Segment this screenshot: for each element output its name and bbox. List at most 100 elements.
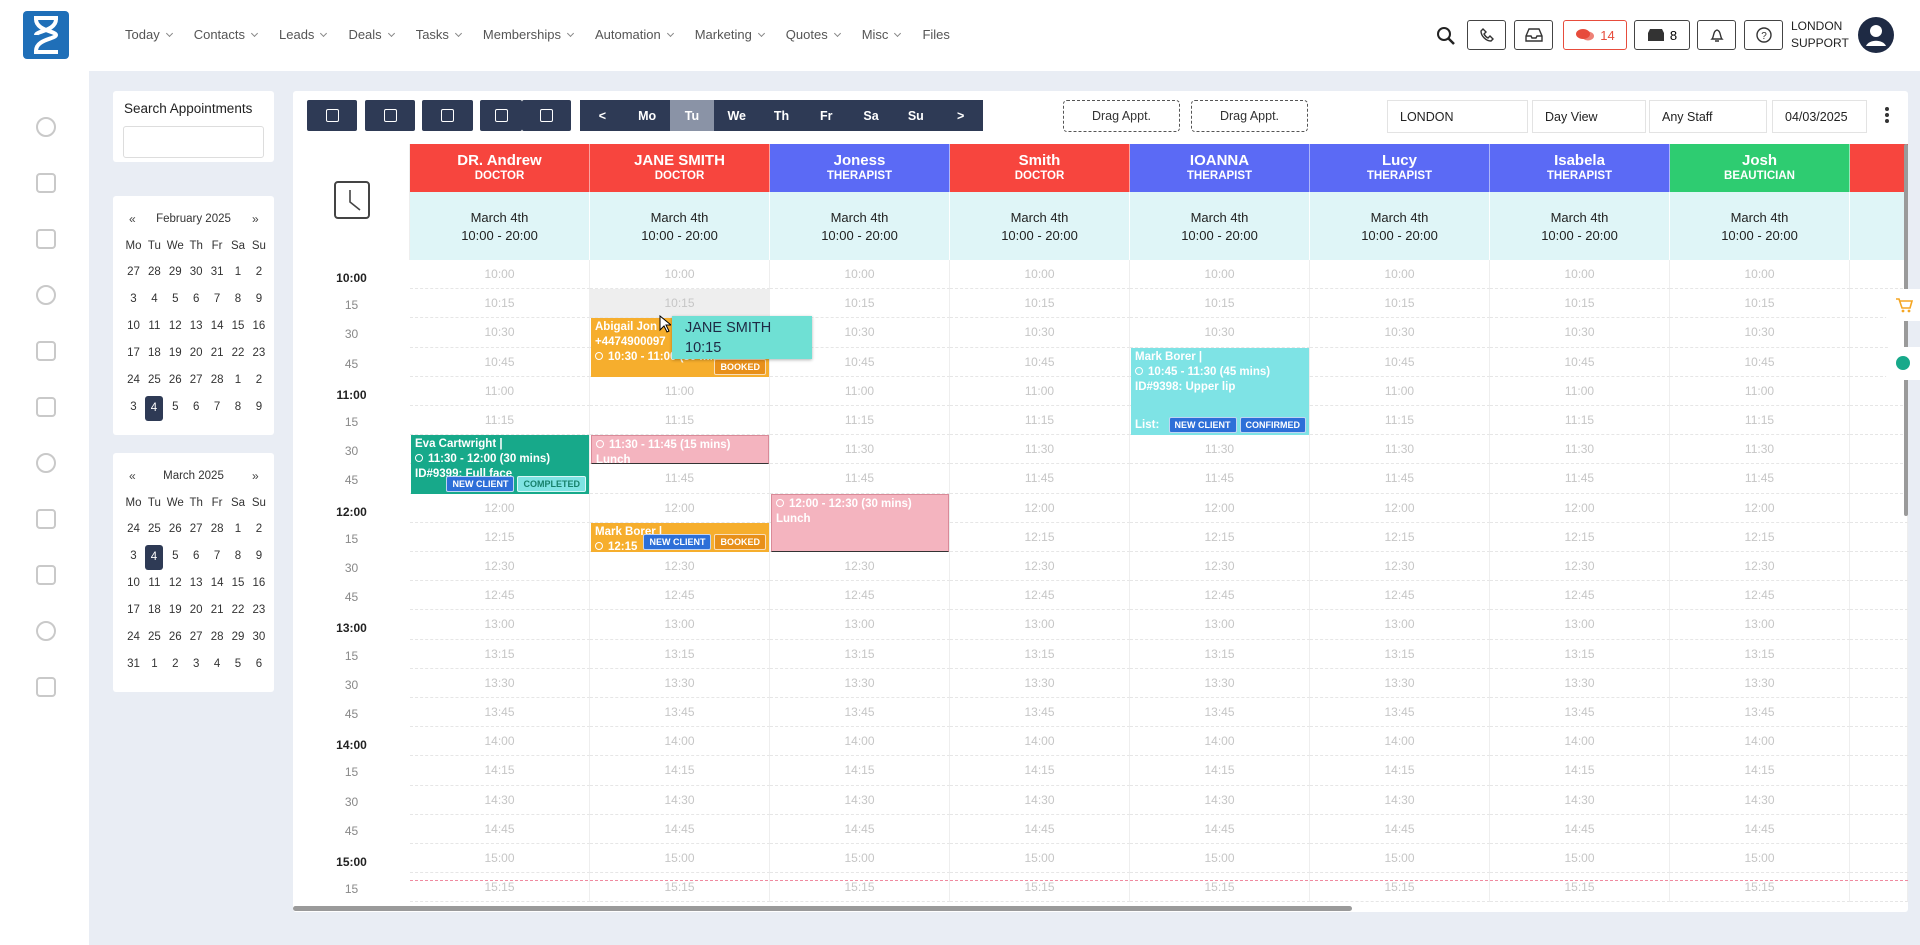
slot-cell[interactable]: 11:15 (1310, 406, 1490, 436)
staff-header[interactable]: Joness THERAPIST (770, 144, 950, 192)
filter-location[interactable]: LONDON (1387, 100, 1528, 133)
cal-day[interactable]: 25 (147, 374, 161, 386)
toolbar-button[interactable] (480, 100, 522, 131)
slot-cell[interactable]: 13:30 (1310, 668, 1490, 698)
slot-cell[interactable]: 13:00 (770, 610, 950, 640)
slot-cell[interactable]: 15:15 (950, 873, 1130, 903)
slot-cell[interactable]: 10:15 (1310, 289, 1490, 319)
slot-cell[interactable]: 13:45 (1310, 698, 1490, 728)
cal-day[interactable]: 6 (192, 401, 200, 413)
cal-day[interactable]: 28 (210, 523, 224, 535)
nav-item[interactable]: Leads (279, 27, 326, 42)
cal-day[interactable]: 1 (234, 523, 242, 535)
logo[interactable] (22, 10, 70, 60)
slot-cell[interactable]: 10:45 (410, 347, 590, 377)
slot-cell[interactable]: 11:00 (1310, 376, 1490, 406)
help-button[interactable]: ? (1744, 20, 1783, 50)
cal-day[interactable]: 3 (130, 293, 137, 305)
slot-cell[interactable]: 13:45 (770, 698, 950, 728)
slot-cell[interactable]: 12:30 (950, 552, 1130, 582)
slot-cell[interactable]: 12:15 (1310, 522, 1490, 552)
day-button[interactable]: Mo (638, 108, 657, 123)
staff-header[interactable]: Isabela THERAPIST (1490, 144, 1670, 192)
cal-day[interactable]: 27 (127, 266, 140, 278)
h-scrollbar[interactable] (293, 906, 1352, 911)
cal-day[interactable]: 4 (144, 396, 163, 421)
slot-cell[interactable]: 15:15 (590, 873, 770, 903)
sidebar-icon[interactable] (36, 453, 56, 473)
slot-cell[interactable]: 11:00 (1670, 376, 1850, 406)
day-button[interactable]: Th (773, 108, 790, 123)
slot-cell[interactable]: 13:45 (590, 698, 770, 728)
cal-day[interactable]: 10 (127, 320, 140, 332)
slot-cell[interactable]: 14:30 (590, 785, 770, 815)
cal-day[interactable]: 15 (231, 577, 245, 589)
cal-day[interactable]: 21 (210, 604, 224, 616)
slot-cell[interactable]: 14:00 (1310, 727, 1490, 757)
slot-cell[interactable]: 13:30 (590, 668, 770, 698)
slot-cell[interactable]: 15:00 (590, 844, 770, 874)
slot-cell[interactable]: 12:30 (410, 552, 590, 582)
cal-day[interactable]: 18 (147, 604, 161, 616)
slot-cell[interactable]: 14:00 (1490, 727, 1670, 757)
slot-cell[interactable]: 12:30 (770, 552, 950, 582)
day-button[interactable]: We (727, 108, 746, 123)
chat-button[interactable]: 14 (1563, 20, 1627, 50)
cal-prev[interactable]: « (129, 469, 136, 483)
slot-cell[interactable]: 10:45 (770, 347, 950, 377)
slot-cell[interactable]: 14:15 (1490, 756, 1670, 786)
slot-cell[interactable]: 12:00 (950, 493, 1130, 523)
slot-cell[interactable]: 11:45 (590, 464, 770, 494)
slot-cell[interactable]: 12:45 (770, 581, 950, 611)
slot-cell[interactable]: 12:45 (950, 581, 1130, 611)
slot-cell[interactable]: 12:45 (410, 581, 590, 611)
search-icon[interactable] (1436, 26, 1456, 46)
filter-view[interactable]: Day View (1532, 100, 1646, 133)
nav-item[interactable]: Contacts (194, 27, 257, 42)
slot-cell[interactable]: 12:15 (1130, 522, 1310, 552)
slot-cell[interactable]: 13:45 (1490, 698, 1670, 728)
appointment[interactable]: Eva Cartwright | 11:30 - 12:00 (30 mins) I… (411, 435, 589, 494)
slot-cell[interactable]: 13:00 (1490, 610, 1670, 640)
slot-cell[interactable]: 11:30 (950, 435, 1130, 465)
slot-cell[interactable]: 11:30 (1490, 435, 1670, 465)
slot-cell[interactable]: 13:15 (1490, 639, 1670, 669)
slot-cell[interactable]: 15:15 (1670, 873, 1850, 903)
sidebar-icon[interactable] (36, 341, 56, 361)
nav-item[interactable]: Deals (348, 27, 393, 42)
slot-cell[interactable]: 10:15 (1490, 289, 1670, 319)
cal-day[interactable]: 11 (148, 577, 161, 589)
slot-cell[interactable]: 11:15 (1670, 406, 1850, 436)
cal-day[interactable]: 8 (234, 293, 242, 305)
cal-day[interactable]: 19 (168, 347, 182, 359)
slot-cell[interactable]: 11:45 (1130, 464, 1310, 494)
slot-cell[interactable]: 12:30 (1670, 552, 1850, 582)
cal-next[interactable]: » (252, 469, 259, 483)
slot-cell[interactable]: 13:45 (410, 698, 590, 728)
slot-cell[interactable]: 10:15 (770, 289, 950, 319)
slot-cell[interactable]: 15:15 (1130, 873, 1310, 903)
cal-day[interactable]: 24 (127, 523, 140, 535)
cal-day[interactable]: 3 (130, 550, 137, 562)
slot-cell[interactable]: 13:15 (1310, 639, 1490, 669)
cal-day[interactable]: 20 (189, 347, 203, 359)
slot-cell[interactable]: 14:30 (770, 785, 950, 815)
cal-day[interactable]: 1 (234, 266, 242, 278)
slot-cell[interactable]: 13:30 (1130, 668, 1310, 698)
cal-day[interactable]: 29 (231, 631, 245, 643)
slot-cell[interactable]: 14:45 (950, 814, 1130, 844)
cart-tab[interactable] (1886, 289, 1920, 321)
cal-day[interactable]: 5 (234, 658, 242, 670)
sidebar-icon[interactable] (36, 677, 56, 697)
slot-cell[interactable]: 10:15 (590, 289, 770, 319)
slot-cell[interactable]: 12:45 (590, 581, 770, 611)
cal-day[interactable]: 13 (189, 320, 203, 332)
nav-item[interactable]: Automation (595, 27, 673, 42)
cal-day[interactable]: 7 (213, 401, 221, 413)
user-name[interactable]: LONDON SUPPORT (1791, 18, 1849, 52)
slot-cell[interactable]: 11:45 (1490, 464, 1670, 494)
cal-day[interactable]: 17 (127, 347, 140, 359)
cal-day[interactable]: 8 (234, 550, 242, 562)
day-button[interactable]: > (956, 108, 965, 123)
slot-cell[interactable]: 14:45 (770, 814, 950, 844)
